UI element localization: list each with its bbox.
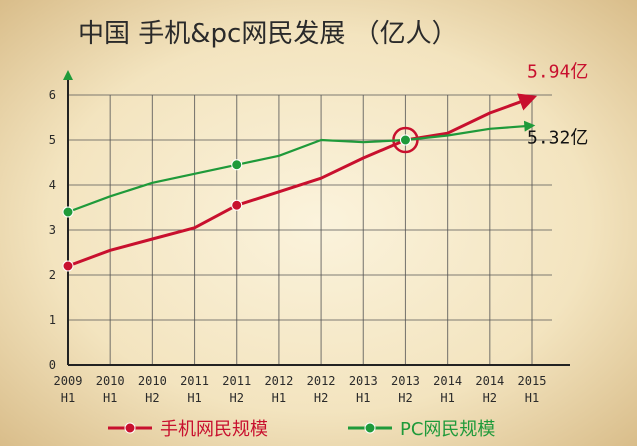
end-value-label: 5.32亿 bbox=[527, 128, 588, 149]
x-tick-label-half: H1 bbox=[356, 391, 370, 405]
x-tick-label-half: H1 bbox=[440, 391, 454, 405]
x-tick-label-year: 2015 bbox=[518, 374, 547, 388]
x-tick-label-half: H2 bbox=[145, 391, 159, 405]
data-point bbox=[399, 134, 411, 146]
x-tick-label-half: H1 bbox=[187, 391, 201, 405]
y-tick-label: 1 bbox=[49, 313, 56, 327]
x-tick-label-half: H2 bbox=[398, 391, 412, 405]
x-tick-label-half: H1 bbox=[272, 391, 286, 405]
legend-label: PC网民规模 bbox=[400, 419, 495, 440]
data-point bbox=[62, 260, 74, 272]
annotations: 5.94亿 5.32亿 bbox=[527, 62, 588, 149]
x-tick-label-half: H2 bbox=[230, 391, 244, 405]
y-tick-labels: 0 1 2 3 4 5 6 bbox=[49, 88, 56, 372]
y-tick-label: 0 bbox=[49, 358, 56, 372]
legend-swatch-marker bbox=[364, 422, 376, 434]
grid bbox=[67, 94, 552, 365]
x-tick-label-half: H2 bbox=[483, 391, 497, 405]
y-tick-label: 2 bbox=[49, 268, 56, 282]
axes bbox=[63, 70, 570, 366]
y-tick-label: 3 bbox=[49, 223, 56, 237]
x-tick-label-year: 2014 bbox=[433, 374, 462, 388]
x-tick-label-year: 2013 bbox=[349, 374, 378, 388]
data-point bbox=[231, 159, 243, 171]
x-tick-label-year: 2009 bbox=[54, 374, 83, 388]
x-tick-label-year: 2011 bbox=[222, 374, 251, 388]
chart-title: 中国 手机&pc网民发展 （亿人） bbox=[78, 19, 458, 49]
y-tick-label: 5 bbox=[49, 133, 56, 147]
y-tick-label: 4 bbox=[49, 178, 56, 192]
x-tick-label-year: 2012 bbox=[264, 374, 293, 388]
data-point bbox=[62, 206, 74, 218]
x-tick-label-year: 2013 bbox=[391, 374, 420, 388]
x-tick-label-year: 2012 bbox=[307, 374, 336, 388]
x-tick-label-half: H1 bbox=[61, 391, 75, 405]
y-tick-label: 6 bbox=[49, 88, 56, 102]
x-tick-labels: 2009 2010 2010 2011 2011 2012 2012 2013 2013 2014… bbox=[54, 374, 547, 405]
series-group bbox=[62, 93, 538, 272]
x-tick-label-year: 2010 bbox=[96, 374, 125, 388]
legend-label: 手机网民规模 bbox=[160, 419, 268, 440]
legend-swatch-marker bbox=[124, 422, 136, 434]
series-line-mobile bbox=[66, 93, 538, 268]
x-tick-label-year: 2010 bbox=[138, 374, 167, 388]
x-tick-label-year: 2014 bbox=[475, 374, 504, 388]
data-point bbox=[231, 199, 243, 211]
end-value-label: 5.94亿 bbox=[527, 62, 588, 83]
x-tick-label-half: H2 bbox=[314, 391, 328, 405]
legend: 手机网民规模 PC网民规模 bbox=[108, 419, 495, 440]
x-tick-label-year: 2011 bbox=[180, 374, 209, 388]
x-tick-label-half: H1 bbox=[103, 391, 117, 405]
x-tick-label-half: H1 bbox=[525, 391, 539, 405]
series-line-pc bbox=[66, 120, 536, 214]
